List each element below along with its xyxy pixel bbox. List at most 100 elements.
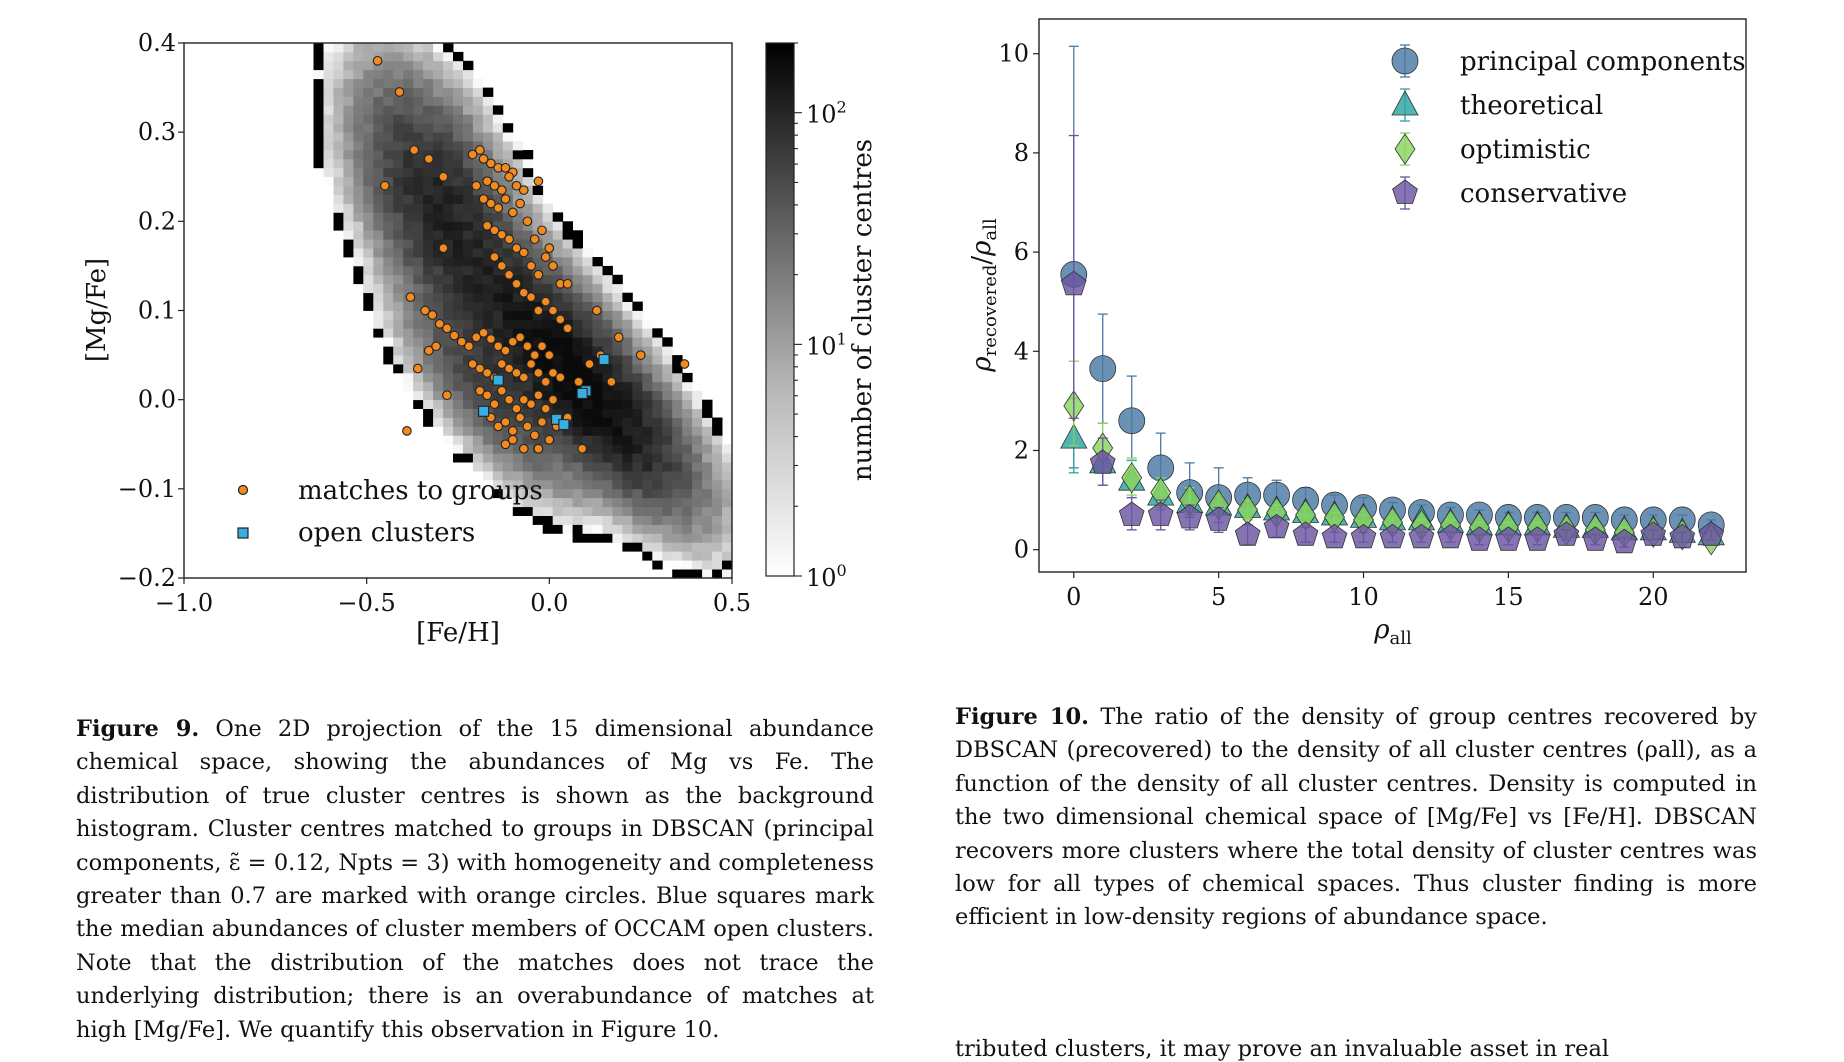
data-point [1640, 521, 1667, 546]
histogram-bin [532, 203, 544, 213]
match-point [522, 216, 533, 227]
histogram-bin [373, 96, 384, 106]
histogram-bin [512, 158, 524, 169]
histogram-bin [403, 310, 414, 320]
histogram-bin [532, 248, 544, 258]
histogram-bin [353, 87, 364, 97]
histogram-bin [552, 381, 564, 392]
histogram-bin [393, 105, 404, 115]
histogram-bin [482, 212, 494, 222]
histogram-bin [532, 435, 544, 445]
histogram-bin [612, 319, 623, 329]
histogram-bin [443, 114, 454, 124]
histogram-bin [602, 426, 613, 436]
histogram-bin [403, 212, 414, 222]
match-point [540, 296, 551, 307]
histogram-bin [463, 417, 474, 427]
histogram-bin [702, 408, 713, 418]
histogram-bin [642, 462, 653, 472]
histogram-bin [602, 488, 613, 499]
histogram-bin [542, 364, 554, 374]
histogram-bin [463, 141, 474, 151]
histogram-bin [423, 105, 434, 115]
data-point [1118, 501, 1145, 526]
histogram-bin [582, 310, 593, 320]
histogram-bin [433, 51, 444, 62]
figure-9-chart: −1.0 −0.5 0.0 0.5 0.40.30.20.10.0−0.1−0.2 [… [82, 29, 878, 648]
histogram-bin [393, 60, 404, 71]
background-histogram [313, 43, 733, 579]
histogram-bin [692, 542, 703, 552]
histogram-bin [433, 69, 444, 80]
histogram-bin [353, 185, 364, 195]
histogram-bin [343, 132, 354, 142]
histogram-bin [692, 515, 703, 525]
histogram-bin [502, 462, 514, 472]
histogram-bin [632, 417, 643, 427]
match-point [464, 341, 474, 352]
histogram-bin [472, 435, 484, 445]
histogram-bin [512, 488, 524, 499]
histogram-bin [413, 203, 424, 213]
data-point [1639, 506, 1667, 534]
histogram-bin [492, 194, 504, 204]
histogram-bin [552, 462, 564, 472]
histogram-bin [482, 274, 494, 285]
histogram-bin [612, 283, 623, 294]
data-point [1584, 514, 1606, 546]
histogram-bin [472, 337, 484, 347]
histogram-bin [582, 444, 593, 454]
histogram-bin [552, 221, 564, 231]
histogram-bin [552, 506, 564, 516]
match-point [540, 252, 551, 262]
histogram-bin [463, 203, 474, 213]
match-point [420, 305, 430, 316]
histogram-bin [612, 426, 623, 436]
histogram-bin [682, 551, 693, 561]
histogram-bin [393, 283, 404, 294]
histogram-bin [572, 230, 583, 240]
histogram-bin [642, 390, 653, 401]
histogram-bin [423, 194, 434, 204]
data-point [1582, 526, 1609, 551]
histogram-bin [552, 479, 564, 490]
histogram-bin [642, 444, 653, 454]
histogram-bin [482, 417, 494, 427]
histogram-bin [672, 390, 683, 401]
histogram-bin [572, 399, 583, 409]
histogram-bin [333, 69, 344, 80]
histogram-bin [512, 435, 524, 445]
histogram-bin [463, 230, 474, 240]
histogram-bin [472, 158, 484, 169]
histogram-bin [692, 399, 703, 409]
histogram-bin [453, 435, 464, 445]
histogram-bin [722, 488, 733, 499]
histogram-bin [662, 542, 673, 552]
histogram-bin [443, 310, 454, 320]
histogram-bin [363, 114, 374, 124]
histogram-bin [582, 533, 593, 543]
histogram-bin [722, 551, 733, 561]
histogram-bin [313, 69, 324, 80]
histogram-bin [333, 114, 344, 124]
histogram-bin [602, 346, 613, 356]
histogram-bin [373, 319, 384, 329]
histogram-bin [472, 426, 484, 436]
histogram-bin [463, 364, 474, 374]
histogram-bin [423, 292, 434, 302]
histogram-bin [692, 408, 703, 418]
histogram-bin [572, 417, 583, 427]
histogram-bin [463, 390, 474, 401]
data-point [1263, 513, 1290, 539]
histogram-bin [323, 150, 334, 160]
histogram-bin [662, 355, 673, 365]
histogram-bin [672, 399, 683, 409]
histogram-bin [552, 471, 564, 481]
histogram-bin [403, 87, 414, 97]
match-point [518, 443, 529, 454]
histogram-bin [383, 203, 394, 213]
histogram-bin [542, 524, 554, 534]
legend-label-matches: matches to groups [298, 476, 543, 506]
histogram-bin [323, 123, 334, 133]
histogram-bin [712, 471, 723, 481]
